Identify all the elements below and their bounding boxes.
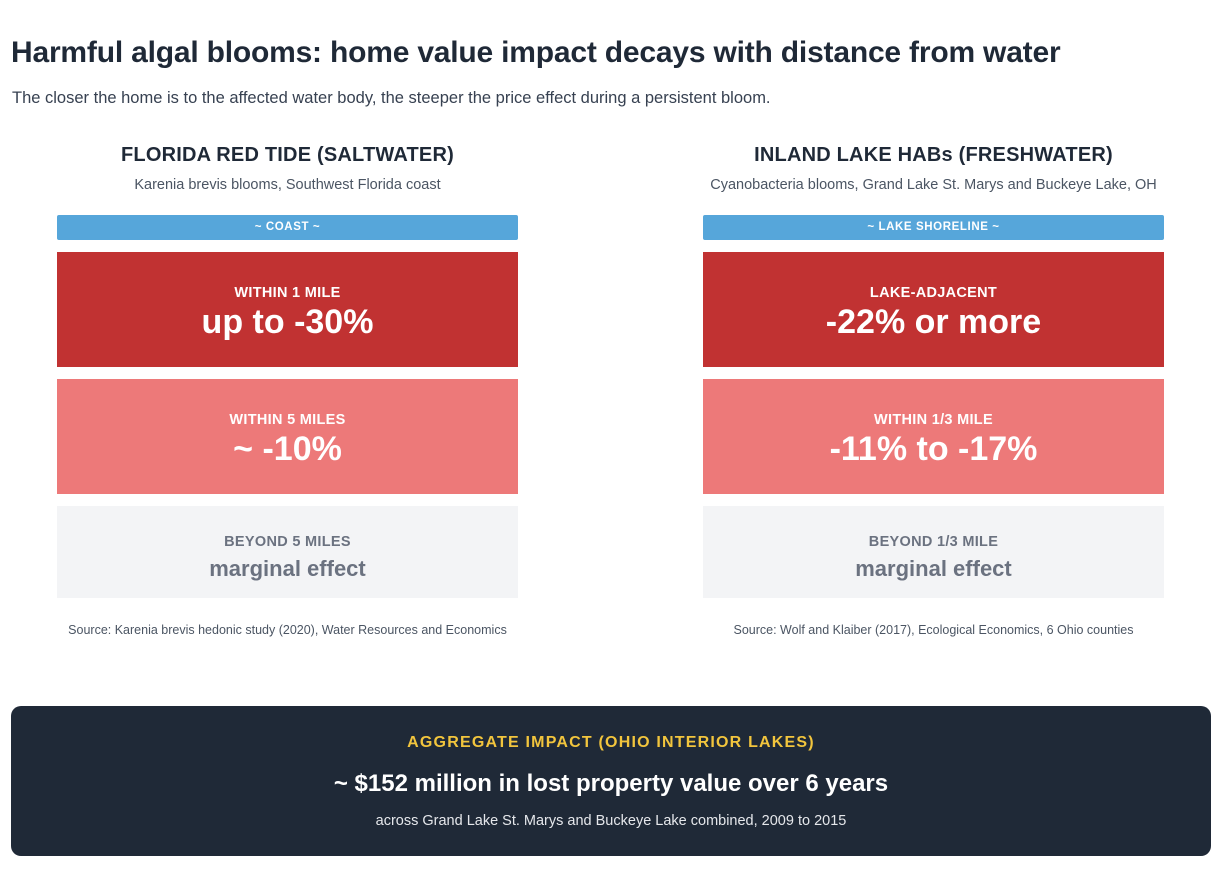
band-label: WITHIN 1/3 MILE bbox=[874, 412, 993, 428]
page-subtitle: The closer the home is to the affected w… bbox=[12, 89, 771, 107]
aggregate-note: across Grand Lake St. Marys and Buckeye … bbox=[375, 813, 847, 829]
band-far: BEYOND 5 MILES marginal effect bbox=[57, 506, 518, 598]
band-value: -22% or more bbox=[825, 303, 1042, 341]
band-near: LAKE-ADJACENT -22% or more bbox=[703, 252, 1164, 367]
band-value: ~ -10% bbox=[233, 430, 342, 468]
band-value: up to -30% bbox=[201, 303, 374, 341]
band-mid: WITHIN 5 MILES ~ -10% bbox=[57, 379, 518, 494]
panel-inland-lake-habs: INLAND LAKE HABs (FRESHWATER) Cyanobacte… bbox=[646, 140, 1221, 650]
band-far: BEYOND 1/3 MILE marginal effect bbox=[703, 506, 1164, 598]
panel-subtitle: Karenia brevis blooms, Southwest Florida… bbox=[134, 177, 441, 193]
band-value: -11% to -17% bbox=[829, 430, 1038, 468]
source-note: Source: Karenia brevis hedonic study (20… bbox=[68, 623, 507, 637]
water-bar-coast: ~ COAST ~ bbox=[57, 215, 518, 240]
panel-title: FLORIDA RED TIDE (SALTWATER) bbox=[121, 144, 454, 166]
source-note: Source: Wolf and Klaiber (2017), Ecologi… bbox=[733, 623, 1134, 637]
aggregate-impact-box: AGGREGATE IMPACT (OHIO INTERIOR LAKES) ~… bbox=[11, 706, 1211, 856]
panel-title: INLAND LAKE HABs (FRESHWATER) bbox=[754, 144, 1113, 166]
band-label: BEYOND 5 MILES bbox=[224, 534, 351, 550]
page-title: Harmful algal blooms: home value impact … bbox=[11, 36, 1061, 69]
band-label: LAKE-ADJACENT bbox=[869, 285, 998, 301]
band-label: WITHIN 5 MILES bbox=[229, 412, 346, 428]
aggregate-label: AGGREGATE IMPACT (OHIO INTERIOR LAKES) bbox=[407, 734, 815, 751]
panel-florida-red-tide: FLORIDA RED TIDE (SALTWATER) Karenia bre… bbox=[0, 140, 575, 650]
band-label: WITHIN 1 MILE bbox=[234, 285, 341, 301]
band-value: marginal effect bbox=[855, 556, 1012, 581]
panel-subtitle: Cyanobacteria blooms, Grand Lake St. Mar… bbox=[710, 177, 1157, 193]
band-mid: WITHIN 1/3 MILE -11% to -17% bbox=[703, 379, 1164, 494]
water-bar-lake-shoreline: ~ LAKE SHORELINE ~ bbox=[703, 215, 1164, 240]
aggregate-value: ~ $152 million in lost property value ov… bbox=[333, 770, 889, 797]
band-label: BEYOND 1/3 MILE bbox=[868, 534, 999, 550]
band-near: WITHIN 1 MILE up to -30% bbox=[57, 252, 518, 367]
band-value: marginal effect bbox=[209, 556, 366, 581]
